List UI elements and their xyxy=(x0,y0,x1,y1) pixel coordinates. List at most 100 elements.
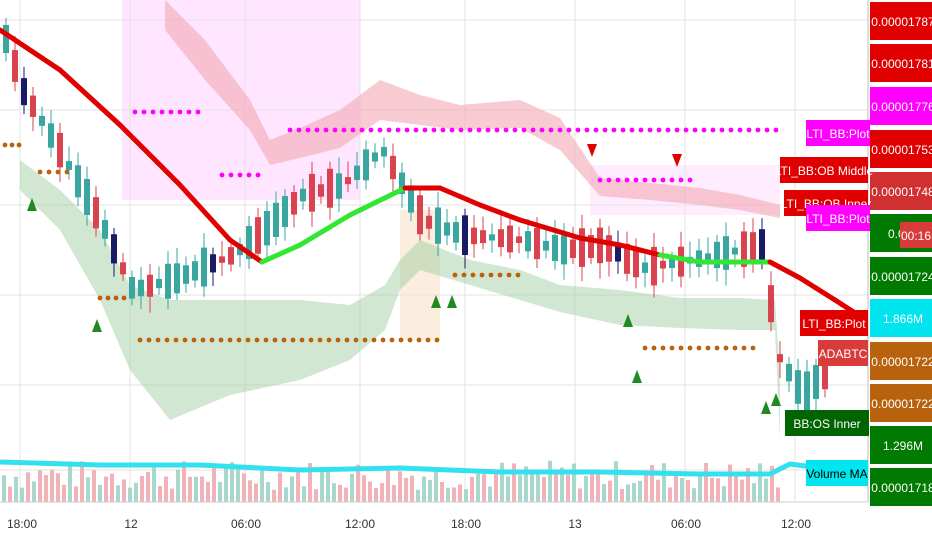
bollinger-bands xyxy=(20,0,780,440)
price-tick-label: 0.00001722 xyxy=(871,355,932,369)
volume-bar xyxy=(368,481,372,502)
volume-bar xyxy=(218,481,222,502)
ob-dot xyxy=(132,109,138,115)
volume-bar xyxy=(176,469,180,502)
volume-bar xyxy=(320,468,324,502)
price-axis[interactable]: 0.00001787 0.00001781 0.00001776 0.00001753… xyxy=(867,0,932,506)
candle-body xyxy=(246,225,252,260)
candle-body xyxy=(408,185,414,213)
volume-bar xyxy=(626,484,630,502)
indicator-label-box xyxy=(806,460,868,486)
ob-dot xyxy=(755,127,761,133)
up-arrow xyxy=(761,401,771,414)
volume-bar xyxy=(344,487,348,502)
volume-bar xyxy=(194,476,198,502)
os-band xyxy=(20,160,780,440)
candle-body xyxy=(525,231,531,252)
volume-bar xyxy=(650,465,654,502)
up-arrow xyxy=(27,198,37,211)
volume-bar xyxy=(92,469,96,502)
os-dot xyxy=(714,345,720,351)
indicator-label-box xyxy=(806,120,870,146)
candle-body xyxy=(39,115,45,126)
candle-body xyxy=(678,246,684,277)
ma-segment xyxy=(227,237,265,265)
ob-dot xyxy=(195,109,201,115)
volume-bar xyxy=(734,473,738,502)
ob-dot xyxy=(611,127,617,133)
os-dot xyxy=(105,295,111,301)
volume-bar xyxy=(98,484,102,502)
os-dot xyxy=(687,345,693,351)
os-dot xyxy=(97,295,103,301)
ob-dot xyxy=(701,127,707,133)
os-dot xyxy=(362,337,368,343)
os-dot xyxy=(200,337,206,343)
ob-dot xyxy=(674,127,680,133)
os-dot xyxy=(407,337,413,343)
ma-segment xyxy=(767,259,803,281)
candle-body xyxy=(381,147,387,157)
os-dot xyxy=(308,337,314,343)
volume-bar xyxy=(740,479,744,502)
indicator-label-text: Volume MA xyxy=(806,467,867,481)
price-tick-label: 0.00001753 xyxy=(871,143,932,157)
up-arrow xyxy=(92,319,102,332)
volume-bar xyxy=(62,484,66,502)
ob-dot xyxy=(467,127,473,133)
volume-bar xyxy=(428,479,432,502)
time-tick-label: 12 xyxy=(124,517,138,531)
ob-dot xyxy=(557,127,563,133)
os-dot xyxy=(245,337,251,343)
volume-bars xyxy=(2,460,780,502)
countdown-badge xyxy=(900,222,932,248)
volume-bar xyxy=(674,475,678,502)
price-tick-badge xyxy=(870,468,932,506)
time-tick-label: 12:00 xyxy=(781,517,811,531)
ob-dot xyxy=(548,127,554,133)
volume-bar xyxy=(716,478,720,502)
volume-bar xyxy=(410,475,414,502)
candle-body xyxy=(471,227,477,245)
os-dot xyxy=(335,337,341,343)
candle-body xyxy=(318,184,324,197)
os-dot xyxy=(209,337,215,343)
ob-dot xyxy=(168,109,174,115)
candle-body xyxy=(57,132,63,168)
os-dot xyxy=(182,337,188,343)
candle-body xyxy=(75,165,81,198)
ob-dot xyxy=(521,127,527,133)
candle-body xyxy=(786,363,792,382)
os-dot xyxy=(461,272,467,278)
volume-bar xyxy=(512,463,516,502)
indicator-label-box xyxy=(780,157,868,183)
candle-body xyxy=(642,262,648,273)
volume-bar xyxy=(68,461,72,502)
indicator-label-box xyxy=(818,340,868,366)
volume-bar xyxy=(776,487,780,502)
price-tick-label: 1.866M xyxy=(883,312,923,326)
candle-body xyxy=(723,236,729,270)
ma-segment xyxy=(259,242,303,265)
os-dot xyxy=(236,337,242,343)
ob-dot xyxy=(656,127,662,133)
volume-bar xyxy=(644,472,648,502)
time-tick-label: 06:00 xyxy=(671,517,701,531)
ob-band xyxy=(165,0,780,218)
ob-dot xyxy=(687,177,693,183)
volume-bar xyxy=(2,475,6,502)
ob-dot xyxy=(494,127,500,133)
os-dot xyxy=(452,272,458,278)
os-dot xyxy=(281,337,287,343)
volume-bar xyxy=(86,477,90,502)
price-tick-label: 0.00001724 xyxy=(871,270,932,284)
up-arrow xyxy=(447,295,457,308)
candle-body xyxy=(273,202,279,237)
ma-segment xyxy=(657,252,703,265)
volume-bar xyxy=(230,462,234,502)
os-dot xyxy=(515,272,521,278)
volume-bar xyxy=(38,470,42,502)
volume-bar xyxy=(278,472,282,502)
